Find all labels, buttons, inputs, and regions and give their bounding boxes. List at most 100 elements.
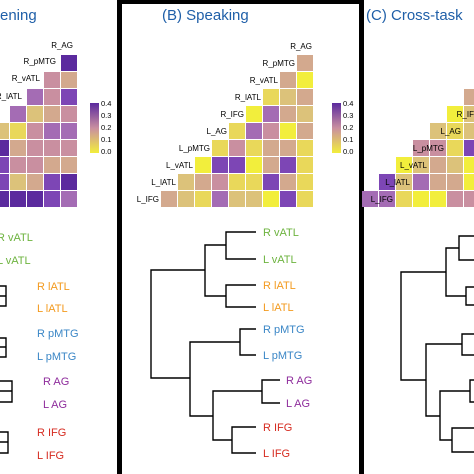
- leaf-label: R pMTG: [37, 328, 79, 340]
- heatmap-cell: [430, 174, 446, 190]
- panel-a-colorbar: [90, 103, 99, 153]
- heatmap-cell: [10, 106, 26, 122]
- heatmap-cell: [430, 140, 446, 156]
- heatmap-cell: [0, 123, 9, 139]
- heatmap-cell: [447, 191, 463, 207]
- heatmap-cell: [297, 123, 313, 139]
- heatmap-cell: [27, 191, 43, 207]
- leaf-label: R vATL: [0, 232, 33, 244]
- panel-a-row-label: R_vATL: [12, 74, 41, 83]
- panel-b-row-label: R_AG: [290, 42, 312, 51]
- heatmap-cell: [297, 140, 313, 156]
- heatmap-cell: [447, 140, 463, 156]
- heatmap-cell: [430, 191, 446, 207]
- leaf-label: L lATL: [37, 303, 68, 315]
- heatmap-cell: [413, 157, 429, 173]
- leaf-label: L vATL: [263, 254, 297, 266]
- panel-b-tree-background: [122, 242, 359, 474]
- heatmap-cell: [263, 157, 279, 173]
- heatmap-cell: [280, 157, 296, 173]
- panel-a-heatmap: [0, 55, 77, 207]
- heatmap-cell: [280, 72, 296, 88]
- panel-a-leaf-labels: R vATL L vATL R lATL L lATL R pMTG L pMT…: [0, 232, 79, 462]
- heatmap-cell: [413, 140, 429, 156]
- svg-text:0.4: 0.4: [101, 99, 111, 108]
- heatmap-cell: [44, 140, 60, 156]
- panel-b-row-label: L_IFG: [137, 195, 159, 204]
- panel-c-row-label: L_pMTG: [413, 144, 444, 153]
- leaf-label: L AG: [286, 398, 310, 410]
- heatmap-cell: [280, 106, 296, 122]
- heatmap-cell: [379, 191, 395, 207]
- heatmap-cell: [61, 140, 77, 156]
- heatmap-cell: [61, 72, 77, 88]
- panel-c-row-label: L_lATL: [385, 178, 410, 187]
- leaf-label: R AG: [43, 376, 69, 388]
- heatmap-cell: [297, 72, 313, 88]
- heatmap-cell: [280, 191, 296, 207]
- panel-b-heatmap: [161, 55, 313, 207]
- heatmap-cell: [27, 89, 43, 105]
- heatmap-cell: [447, 123, 463, 139]
- heatmap-cell: [263, 123, 279, 139]
- heatmap-cell: [464, 174, 474, 190]
- heatmap-cell: [297, 55, 313, 71]
- heatmap-cell: [430, 157, 446, 173]
- heatmap-cell: [0, 157, 9, 173]
- panel-a-row-label: R_lATL: [0, 92, 23, 101]
- leaf-label: L AG: [43, 399, 67, 411]
- panel-a-title: ening: [0, 7, 37, 24]
- heatmap-cell: [297, 157, 313, 173]
- heatmap-cell: [464, 123, 474, 139]
- panel-b-row-label: R_pMTG: [263, 59, 295, 68]
- heatmap-cell: [396, 174, 412, 190]
- heatmap-cell: [212, 191, 228, 207]
- leaf-label: R pMTG: [263, 324, 305, 336]
- panel-c-dendrogram: [400, 235, 474, 453]
- heatmap-cell: [178, 191, 194, 207]
- heatmap-cell: [379, 174, 395, 190]
- heatmap-cell: [280, 140, 296, 156]
- leaf-label: R IFG: [263, 422, 292, 434]
- heatmap-cell: [297, 89, 313, 105]
- panel-c-background: [364, 0, 474, 474]
- panel-a-dendrogram: [0, 285, 13, 454]
- svg-text:0.1: 0.1: [343, 135, 353, 144]
- heatmap-cell: [447, 174, 463, 190]
- heatmap-cell: [246, 123, 262, 139]
- heatmap-cell: [27, 140, 43, 156]
- panel-b-row-label: R_lATL: [235, 93, 262, 102]
- svg-text:0.3: 0.3: [101, 111, 111, 120]
- panel-b-row-label: L_AG: [207, 127, 227, 136]
- panel-b-leaf-labels: R vATL L vATL R lATL L lATL R pMTG L pMT…: [263, 227, 312, 460]
- heatmap-cell: [280, 123, 296, 139]
- heatmap-cell: [44, 72, 60, 88]
- panel-c-row-label: L_vATL: [400, 161, 428, 170]
- heatmap-cell: [44, 106, 60, 122]
- heatmap-cell: [464, 89, 474, 105]
- heatmap-cell: [280, 89, 296, 105]
- heatmap-cell: [212, 140, 228, 156]
- heatmap-cell: [44, 174, 60, 190]
- heatmap-cell: [413, 191, 429, 207]
- heatmap-cell: [263, 174, 279, 190]
- panel-c-row-label: L_IFG: [371, 195, 393, 204]
- panel-b-dendrogram: [150, 231, 280, 454]
- panel-c-title: (C) Cross-task: [366, 7, 463, 24]
- panel-b-row-label: L_lATL: [151, 178, 176, 187]
- heatmap-cell: [61, 191, 77, 207]
- heatmap-cell: [44, 157, 60, 173]
- heatmap-cell: [229, 191, 245, 207]
- panel-c-row-label: L_AG: [441, 127, 461, 136]
- heatmap-cell: [246, 157, 262, 173]
- heatmap-cell: [246, 191, 262, 207]
- leaf-label: L vATL: [0, 255, 31, 267]
- panel-b-row-label: R_vATL: [250, 76, 279, 85]
- heatmap-cell: [263, 191, 279, 207]
- heatmap-cell: [44, 191, 60, 207]
- heatmap-cell: [464, 157, 474, 173]
- panel-c-row-label: R_IF: [457, 110, 474, 119]
- svg-text:0.1: 0.1: [101, 135, 111, 144]
- leaf-label: R lATL: [263, 280, 296, 292]
